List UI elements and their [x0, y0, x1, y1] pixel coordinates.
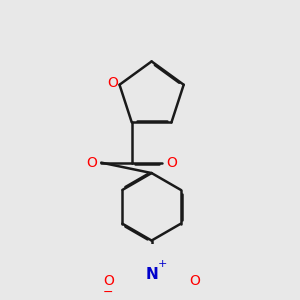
- Text: +: +: [158, 259, 167, 269]
- Text: −: −: [103, 286, 113, 299]
- Text: O: O: [190, 274, 200, 288]
- Text: N: N: [145, 267, 158, 282]
- Text: O: O: [103, 274, 114, 288]
- Text: O: O: [108, 76, 118, 90]
- Text: O: O: [86, 156, 97, 170]
- Text: O: O: [167, 156, 177, 170]
